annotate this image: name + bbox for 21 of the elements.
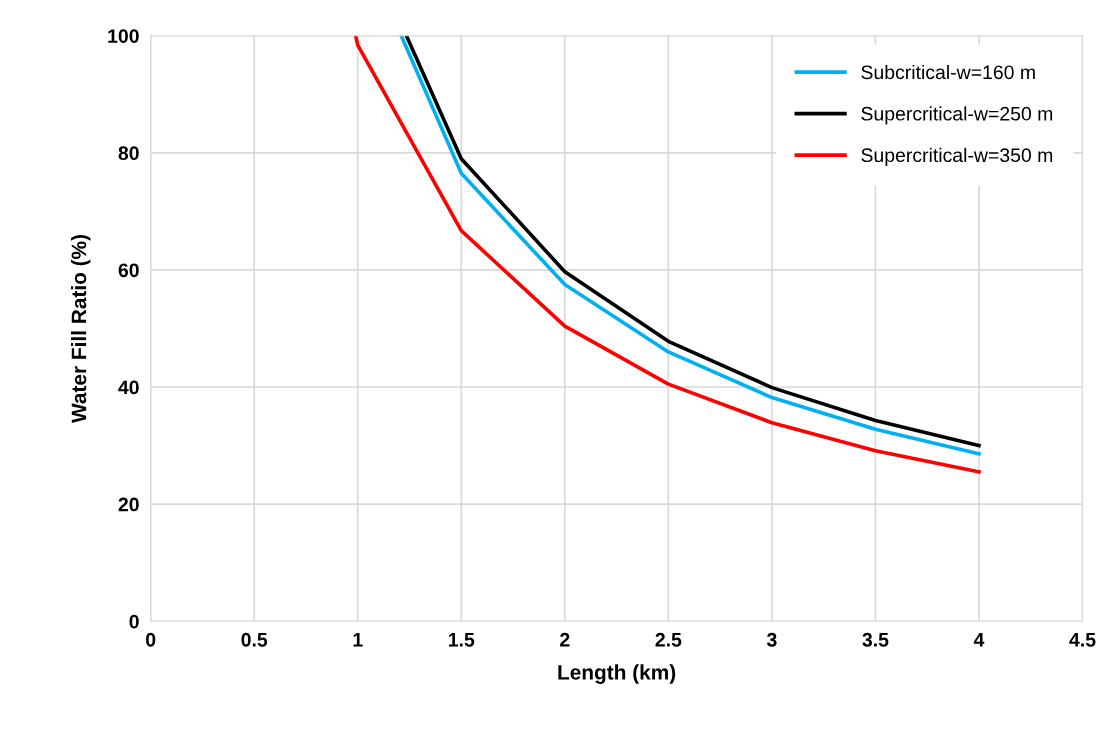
y-tick-label: 80	[118, 146, 139, 161]
x-tick-label: 2.5	[655, 632, 682, 647]
y-tick-label: 0	[129, 614, 139, 629]
x-tick-label: 2	[560, 632, 570, 647]
legend-label: Supercritical-w=350 m	[861, 147, 1053, 166]
y-tick-label: 60	[118, 263, 139, 278]
x-tick-label: 1.5	[448, 633, 475, 647]
x-tick-label: 0.5	[241, 632, 268, 647]
x-tick-label: 1	[353, 633, 363, 647]
y-axis-title: Water Fill Ratio (%)	[71, 234, 91, 423]
legend-label: Supercritical-w=250 m	[861, 106, 1053, 125]
x-tick-label: 3.5	[862, 632, 889, 647]
x-tick-label: 4	[973, 633, 985, 647]
y-tick-label: 40	[118, 380, 139, 395]
legend-label: Subcritical-w=160 m	[861, 64, 1035, 80]
x-tick-label: 3	[766, 632, 777, 647]
y-tick-label: 20	[118, 497, 139, 512]
x-axis-title: Length (km)	[558, 664, 676, 684]
x-tick-label: 4.5	[1069, 633, 1096, 647]
y-tick-label: 100	[108, 29, 139, 43]
x-tick-label: 0	[146, 632, 156, 647]
